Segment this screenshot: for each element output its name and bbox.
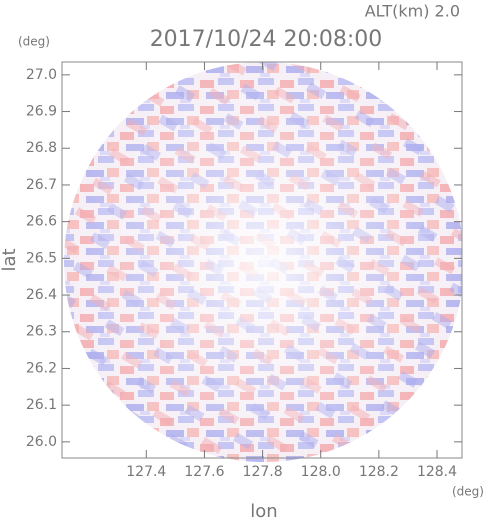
altitude-label: ALT(km) 2.0 bbox=[365, 2, 460, 21]
y-tick-label: 27.0 bbox=[26, 67, 57, 83]
y-tick-label: 26.2 bbox=[26, 360, 57, 376]
y-tick-label: 26.8 bbox=[26, 140, 57, 156]
x-tick-label: 127.8 bbox=[243, 464, 283, 480]
y-unit: (deg) bbox=[18, 35, 50, 49]
radar-field bbox=[64, 62, 464, 462]
y-tick-label: 26.0 bbox=[26, 434, 57, 450]
y-tick-label: 26.3 bbox=[26, 324, 57, 340]
x-unit: (deg) bbox=[452, 485, 484, 499]
x-axis-label: lon bbox=[250, 501, 277, 521]
y-tick-label: 26.7 bbox=[26, 177, 57, 193]
x-tick-label: 128.0 bbox=[301, 464, 341, 480]
y-tick-label: 26.9 bbox=[26, 104, 57, 120]
y-tick-label: 26.1 bbox=[26, 397, 57, 413]
x-tick-label: 128.4 bbox=[417, 464, 457, 480]
x-tick-label: 128.2 bbox=[359, 464, 399, 480]
y-axis-label: lat bbox=[0, 248, 20, 271]
plot-frame bbox=[61, 61, 463, 459]
y-tick-label: 26.4 bbox=[26, 287, 57, 303]
y-tick-label: 26.5 bbox=[26, 250, 57, 266]
x-tick-label: 127.4 bbox=[126, 464, 166, 480]
y-tick-label: 26.6 bbox=[26, 214, 57, 230]
chart-title: 2017/10/24 20:08:00 bbox=[150, 27, 383, 52]
x-tick-label: 127.6 bbox=[184, 464, 224, 480]
